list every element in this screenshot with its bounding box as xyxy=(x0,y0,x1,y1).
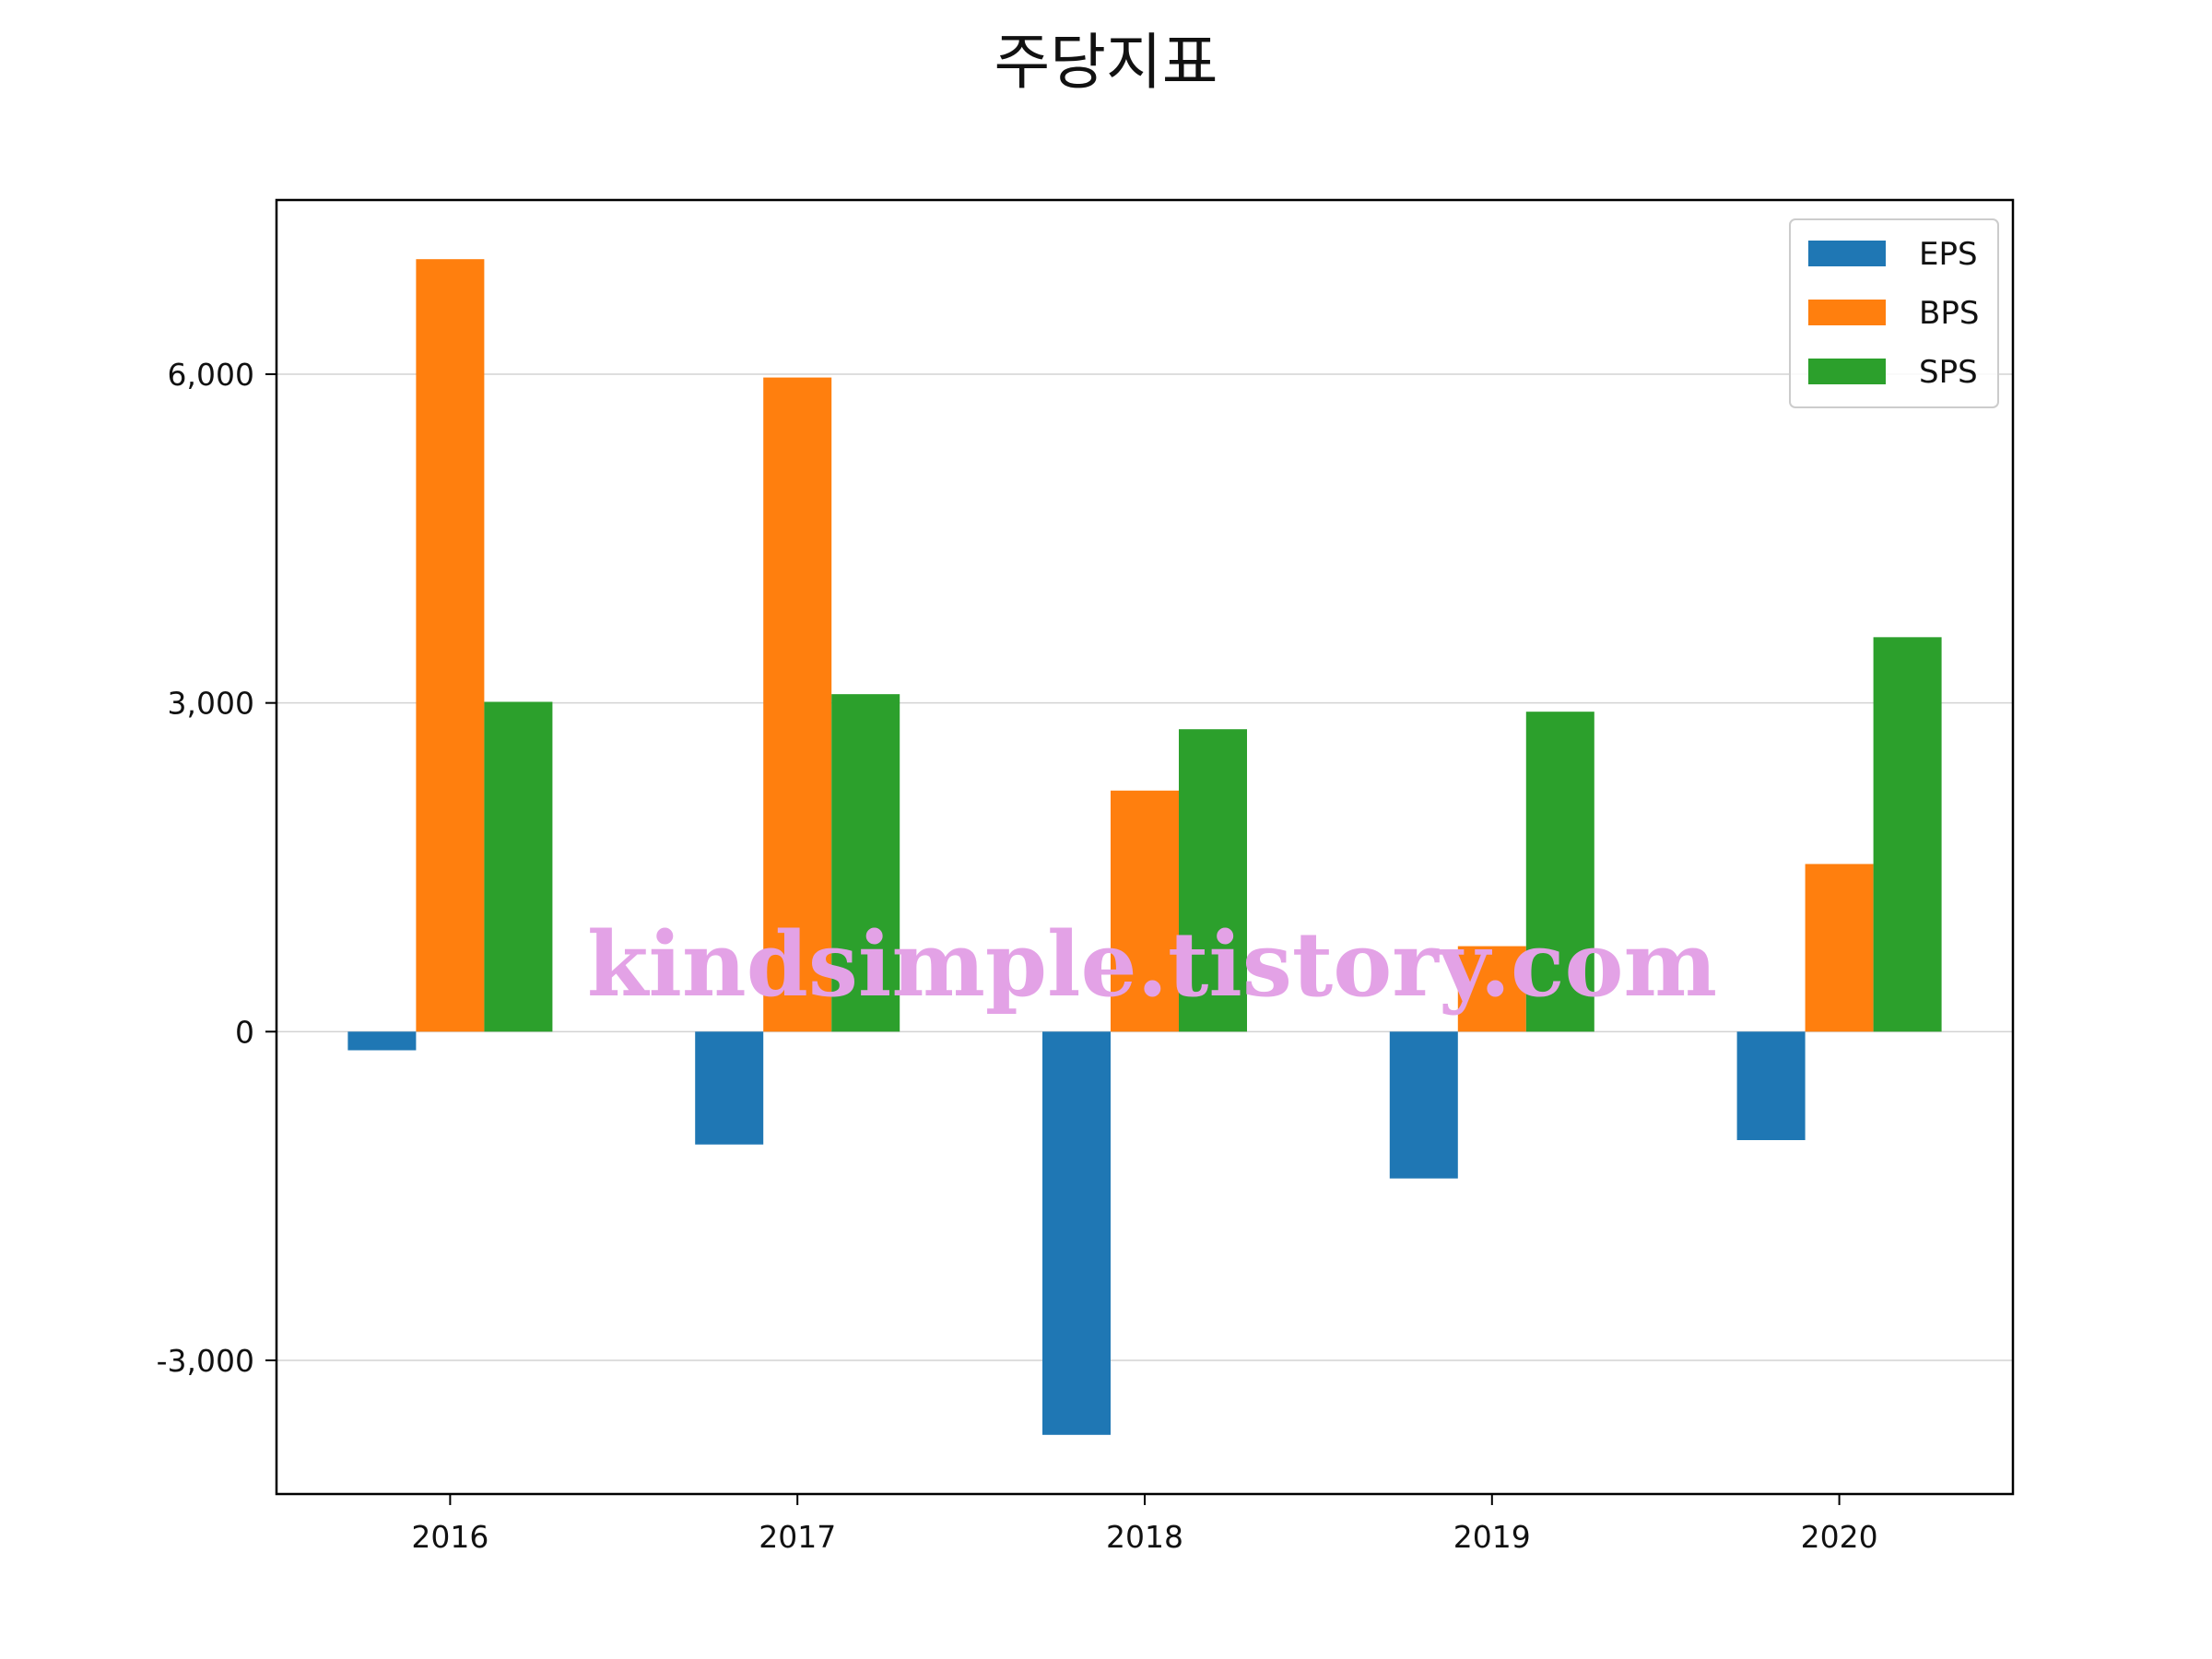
bar-bps-2019 xyxy=(1457,946,1526,1032)
bar-sps-2016 xyxy=(484,701,553,1032)
bar-bps-2016 xyxy=(416,259,485,1032)
legend-swatch-sps xyxy=(1808,359,1886,384)
legend-label-sps: SPS xyxy=(1919,354,1978,391)
bar-eps-2018 xyxy=(1042,1031,1111,1435)
y-tick-label: -3,000 xyxy=(157,1343,254,1379)
bar-bps-2017 xyxy=(763,377,832,1032)
bar-bps-2018 xyxy=(1111,790,1179,1032)
bar-eps-2019 xyxy=(1389,1031,1458,1179)
bar-eps-2017 xyxy=(695,1031,764,1145)
bars xyxy=(347,259,1942,1435)
legend: EPS BPS SPS xyxy=(1789,218,1999,408)
legend-swatch-eps xyxy=(1808,241,1886,266)
axes: -3,000 0 3,000 6,000 2016 2017 2018 2019 2020 xyxy=(157,357,1878,1555)
legend-swatch-bps xyxy=(1808,300,1886,325)
chart-title: 주당지표 xyxy=(994,27,1218,98)
bar-sps-2017 xyxy=(831,694,900,1032)
x-tick-label: 2019 xyxy=(1453,1519,1531,1555)
y-tick-label: 3,000 xyxy=(168,686,254,722)
y-tick-label: 6,000 xyxy=(168,357,254,393)
legend-label-eps: EPS xyxy=(1919,236,1978,273)
y-tick-label: 0 xyxy=(235,1014,254,1050)
bar-bps-2020 xyxy=(1805,864,1874,1032)
bar-sps-2020 xyxy=(1873,637,1942,1032)
legend-label-bps: BPS xyxy=(1919,295,1979,332)
bar-eps-2016 xyxy=(347,1031,417,1051)
bar-eps-2020 xyxy=(1736,1031,1806,1141)
watermark: kindsimple.tistory.com xyxy=(587,912,1717,1017)
x-tick-label: 2017 xyxy=(759,1519,836,1555)
grid-lines xyxy=(276,373,2013,1361)
x-tick-label: 2016 xyxy=(411,1519,488,1555)
bar-sps-2019 xyxy=(1525,712,1594,1032)
x-tick-label: 2020 xyxy=(1801,1519,1878,1555)
x-tick-label: 2018 xyxy=(1106,1519,1183,1555)
bar-sps-2018 xyxy=(1179,729,1247,1032)
